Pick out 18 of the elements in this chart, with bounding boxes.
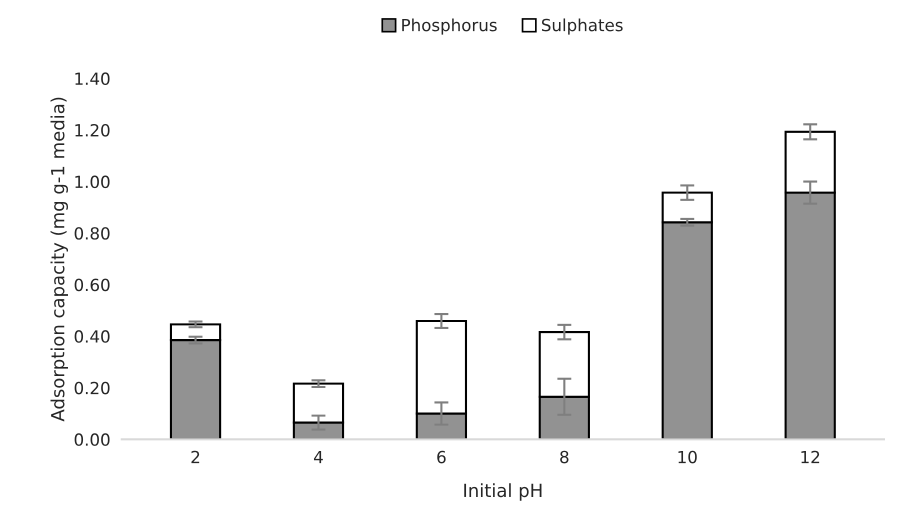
y-tick-label: 1.40 [75,72,110,86]
y-tick-label: 0.80 [74,227,110,240]
legend-label: Phosphorus [402,18,497,35]
y-tick-label: 0.20 [74,382,110,394]
y-tick-label: 1.00 [75,176,110,188]
x-tick-label: 2 [191,450,200,464]
y-tick-label: 0.40 [74,330,110,343]
y-tick-label: 0.60 [74,278,110,292]
x-tick-label: 4 [314,450,323,464]
x-tick-label: 6 [437,450,446,464]
x-tick-label: 12 [801,450,820,464]
x-tick-label: 10 [678,450,697,464]
legend-label: Sulphates [542,18,623,35]
y-axis-title: Adsorption capacity (mg g-1 media) [50,98,68,422]
y-tick-label: 0.00 [74,433,110,446]
x-tick-label: 8 [560,450,568,464]
y-tick-label: 1.20 [75,124,110,137]
x-axis-title: Initial pH [464,483,542,501]
